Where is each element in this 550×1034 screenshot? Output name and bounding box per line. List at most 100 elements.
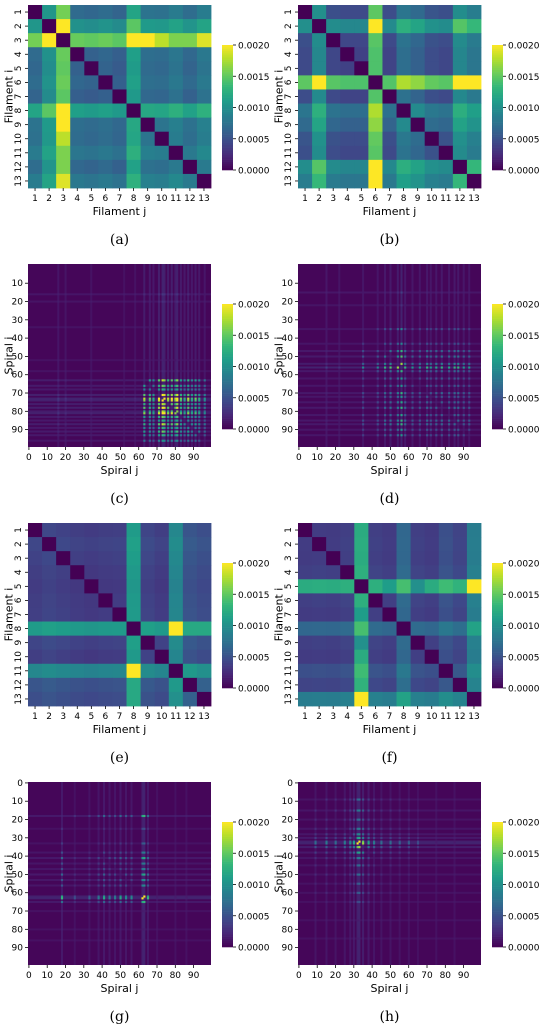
colorbar-segment <box>492 627 503 630</box>
x-tick-label: 90 <box>458 453 470 463</box>
colorbar-segment <box>222 97 233 100</box>
heatmap-cell <box>358 809 361 812</box>
colorbar-segment <box>222 163 233 167</box>
heatmap-cell <box>176 406 179 409</box>
heatmap-cell <box>334 851 337 854</box>
heatmap-cell <box>196 131 212 147</box>
colorbar-tick-label: 0.0000 <box>508 167 540 177</box>
panel-c: 0 10 20 30 40 50 60 70 80 90 10 20 30 40 50 60 70 80 90 Spi… <box>0 259 280 507</box>
heatmap-cell <box>148 393 151 397</box>
x-tick-label: 4 <box>344 712 350 722</box>
heatmap-cell <box>56 47 71 62</box>
heatmap-cell <box>84 117 99 133</box>
heatmap-cell <box>396 131 412 147</box>
colorbar-segment <box>492 613 503 616</box>
heatmap-cell <box>354 635 369 651</box>
heatmap-cell <box>468 350 471 353</box>
heatmap-cell <box>457 370 460 373</box>
heatmap-cell <box>161 399 164 402</box>
colorbar-segment <box>222 573 233 576</box>
heatmap-cell <box>84 621 99 637</box>
heatmap-cell <box>325 355 328 358</box>
colorbar-tick-label: 0.0015 <box>238 73 270 83</box>
heatmap-cell <box>123 423 126 426</box>
colorbar-tick-label: 0.0015 <box>238 332 270 342</box>
heatmap-cell <box>143 419 146 422</box>
colorbar-segment <box>222 592 233 595</box>
colorbar-segment <box>492 109 503 112</box>
y-axis-label: Spiral i <box>273 337 286 375</box>
colorbar-segment <box>492 648 503 651</box>
heatmap-cell <box>362 377 365 380</box>
heatmap-cell <box>203 293 206 296</box>
colorbar-segment <box>222 638 233 641</box>
colorbar-segment <box>492 136 503 140</box>
heatmap-cell <box>170 439 173 442</box>
heatmap-cell <box>203 406 206 409</box>
heatmap-cell <box>462 377 465 380</box>
heatmap-cell <box>312 593 327 608</box>
heatmap-cell <box>407 836 410 840</box>
heatmap-cell <box>376 419 379 422</box>
heatmap-cell <box>312 635 327 651</box>
heatmap-cell <box>435 842 438 845</box>
colorbar-segment <box>492 924 503 927</box>
heatmap-cell <box>314 836 317 840</box>
heatmap-cell <box>28 663 43 679</box>
heatmap-cell <box>84 523 99 538</box>
heatmap-cell <box>448 434 451 437</box>
heatmap-cell <box>298 537 313 552</box>
heatmap-cell <box>358 873 361 876</box>
heatmap-cell <box>194 379 197 382</box>
heatmap-cell <box>112 607 127 622</box>
heatmap-cell <box>88 868 91 871</box>
heatmap-cell <box>42 565 57 580</box>
heatmap-cell <box>382 89 397 104</box>
colorbar-segment <box>492 90 503 94</box>
colorbar-tick-label: 0.0000 <box>508 944 540 954</box>
y-tick-label: 13 <box>14 175 24 186</box>
heatmap-cell <box>452 551 468 566</box>
heatmap-cell <box>314 842 317 845</box>
heatmap-cell <box>70 691 85 707</box>
colorbar-segment <box>222 136 233 140</box>
y-tick-label: 6 <box>14 597 24 603</box>
heatmap-cell <box>114 814 117 818</box>
heatmap-cell <box>396 103 412 119</box>
heatmap-cell <box>198 379 201 382</box>
colorbar-segment <box>492 412 503 415</box>
heatmap-cell <box>453 840 456 843</box>
heatmap-cell <box>340 607 355 622</box>
heatmap-cell <box>340 33 355 48</box>
x-tick-label: 80 <box>170 453 182 463</box>
heatmap-cell <box>452 635 468 651</box>
heatmap-cell <box>418 377 421 380</box>
y-tick-label: 5 <box>284 583 294 589</box>
heatmap-cell <box>418 434 421 437</box>
heatmap-cell <box>410 75 426 90</box>
heatmap-cell <box>400 304 403 307</box>
heatmap-cell <box>168 663 184 679</box>
heatmap-cell <box>42 579 57 594</box>
heatmap-cell <box>119 868 122 871</box>
heatmap-cell <box>466 159 482 175</box>
colorbar-segment <box>222 343 233 346</box>
x-tick-label: 12 <box>454 194 465 204</box>
heatmap-cell <box>349 842 352 845</box>
colorbar-segment <box>492 567 503 570</box>
y-tick-label: 5 <box>284 65 294 71</box>
heatmap-cell <box>176 293 179 296</box>
heatmap-cell <box>157 379 161 382</box>
heatmap-cell <box>174 895 177 898</box>
colorbar-segment <box>222 63 233 67</box>
colorbar-segment <box>492 669 503 672</box>
heatmap-cell <box>354 173 369 189</box>
heatmap-cell <box>167 326 170 329</box>
x-tick-label: 10 <box>156 194 168 204</box>
heatmap-cell <box>382 565 397 580</box>
heatmap-cell <box>146 897 150 900</box>
heatmap-column-streak <box>123 264 126 447</box>
colorbar-segment <box>222 308 233 311</box>
heatmap-cell <box>84 89 99 104</box>
